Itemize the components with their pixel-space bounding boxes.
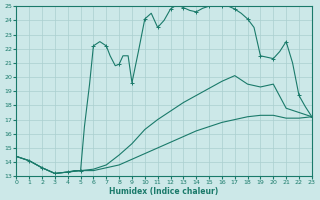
X-axis label: Humidex (Indice chaleur): Humidex (Indice chaleur) [109, 187, 219, 196]
